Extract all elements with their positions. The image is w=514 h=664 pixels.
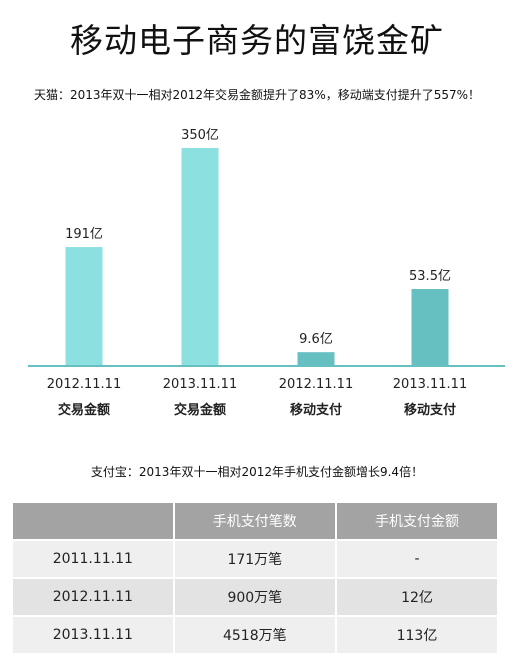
group-label: 交易金额 [58,402,110,418]
data-label: 53.5亿 [409,269,451,284]
table-cell: 2012.11.11 [13,577,174,616]
table-header-cell: 手机支付笔数 [172,503,336,540]
mobile-payment-table: 手机支付笔数 手机支付金额 2011.11.11 171万笔 - 2012.11… [13,503,497,653]
table-cell: 2013.11.11 [13,615,174,653]
table-cell: 2011.11.11 [13,539,174,578]
table-header-cell [13,503,174,540]
table-row: 2012.11.11 900万笔 12亿 [13,577,497,616]
category-label: 2012.11.11 [47,377,121,392]
tmall-note: 天猫：2013年双十一相对2012年交易金额提升了83%，移动端支付提升了557… [33,88,481,102]
alipay-note: 支付宝：2013年双十一相对2012年手机支付金额增长9.4倍！ [90,465,424,479]
category-label: 2013.11.11 [163,377,237,392]
table-cell: 171万笔 [172,539,336,578]
table-cell: - [334,539,497,578]
bar-chart: 191亿 2012.11.11 交易金额 350亿 2013.11.11 交易金额 9.6亿… [28,128,505,418]
bar [65,247,103,366]
data-label: 191亿 [65,227,103,242]
table-cell: 4518万笔 [172,615,336,653]
table-header-cell: 手机支付金额 [334,503,497,540]
page-title: 移动电子商务的富饶金矿 [70,21,444,60]
table-row: 2013.11.11 4518万笔 113亿 [13,615,497,653]
bar [411,289,449,366]
table-row: 2011.11.11 171万笔 - [13,539,497,578]
table-cell: 113亿 [334,615,497,653]
category-label: 2013.11.11 [393,377,467,392]
bar [181,148,219,366]
bar [297,352,335,366]
group-label: 移动支付 [290,402,342,418]
data-label: 350亿 [181,128,219,143]
group-label: 移动支付 [404,402,456,418]
table-cell: 900万笔 [172,577,336,616]
data-label: 9.6亿 [299,332,333,347]
table-header-row: 手机支付笔数 手机支付金额 [13,503,497,540]
table-cell: 12亿 [334,577,497,616]
group-label: 交易金额 [174,402,226,418]
category-label: 2012.11.11 [279,377,353,392]
